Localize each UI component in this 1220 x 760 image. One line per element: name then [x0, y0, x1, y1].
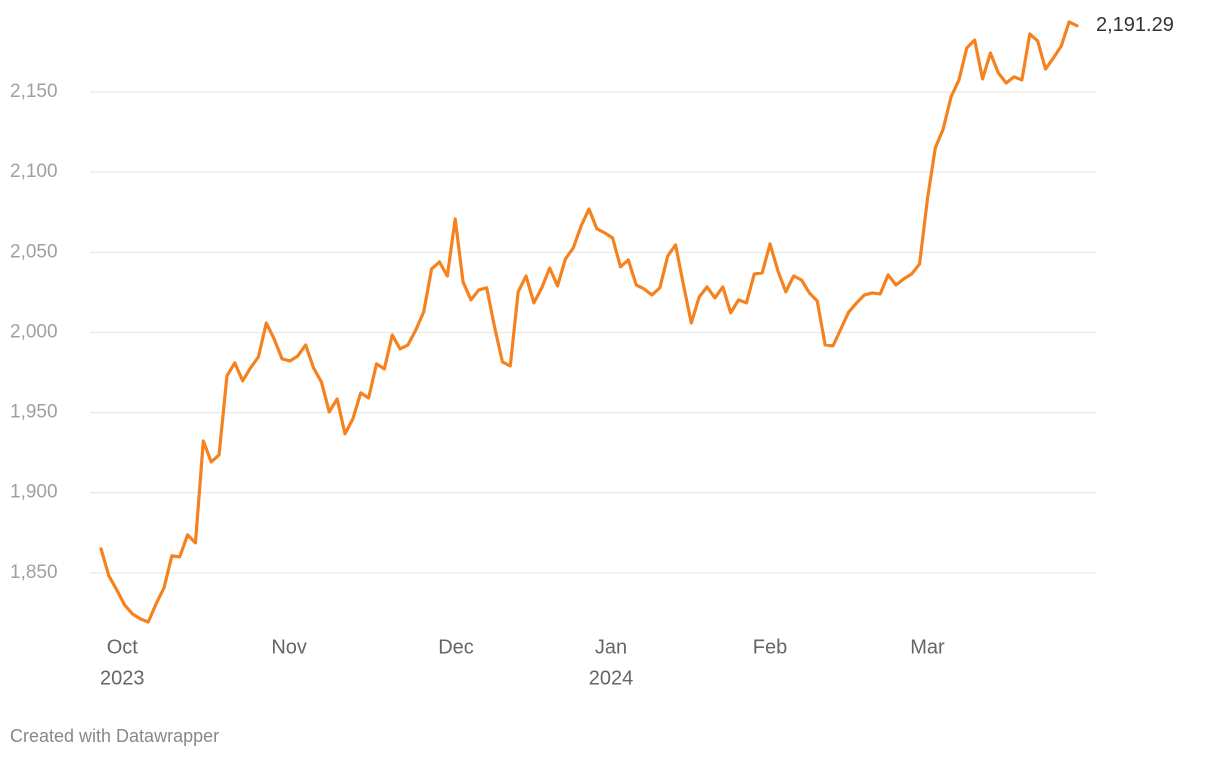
x-tick-label: Dec — [438, 636, 474, 658]
y-tick-label: 2,150 — [10, 81, 58, 102]
line — [99, 20, 1079, 624]
y-tick-label: 1,900 — [10, 482, 58, 503]
x-tick-label: Jan — [595, 636, 627, 658]
y-tick-label: 2,050 — [10, 241, 58, 262]
x-tick-label: Nov — [271, 636, 307, 658]
x-year-label: 2023 — [100, 667, 145, 689]
y-tick-label: 2,100 — [10, 161, 58, 182]
y-tick-label: 2,000 — [10, 321, 58, 342]
x-tick-label: Oct — [107, 636, 139, 658]
y-tick-label: 1,850 — [10, 562, 58, 583]
value-label: 2,191.29 — [1096, 14, 1174, 36]
x-tick-label: Mar — [910, 636, 945, 658]
credit: Created with Datawrapper — [10, 726, 219, 746]
y-tick-label: 1,950 — [10, 402, 58, 423]
x-tick-label: Feb — [753, 636, 787, 658]
x-year-label: 2024 — [589, 667, 634, 689]
